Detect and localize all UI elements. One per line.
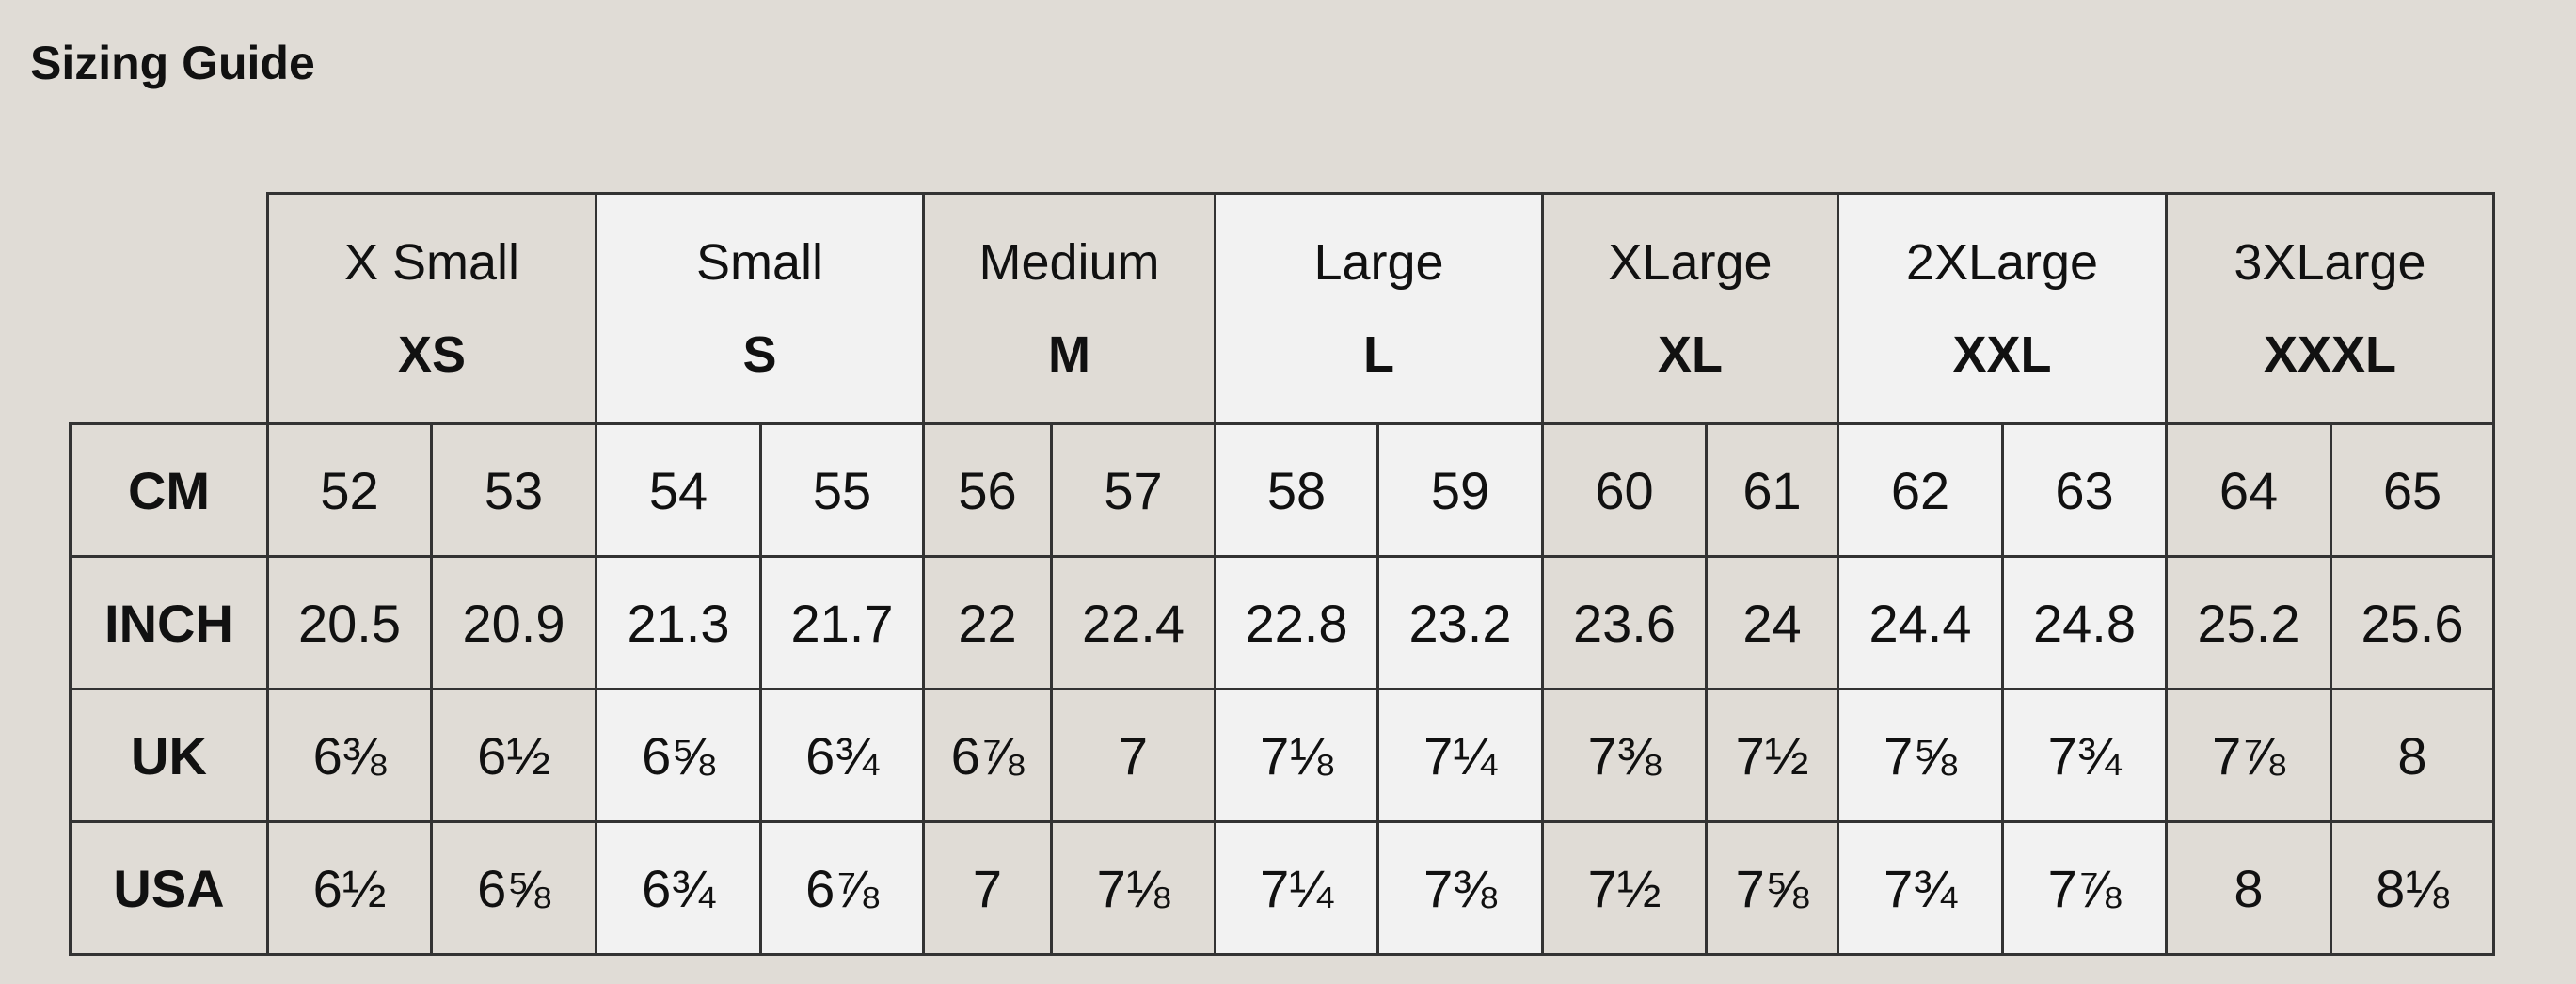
size-value-cell: 52 [266, 422, 433, 558]
row-label: INCH [69, 555, 269, 690]
size-value-cell: 7¼ [1376, 688, 1544, 823]
size-value-cell: 8 [2330, 688, 2495, 823]
size-value-cell: 25.2 [2165, 555, 2332, 690]
size-value-cell: 8⅛ [2330, 820, 2495, 956]
size-header: Small S [595, 192, 925, 425]
size-value-cell: 7⅞ [2165, 688, 2332, 823]
size-value-cell: 7¾ [2001, 688, 2168, 823]
size-name: Large [1313, 234, 1444, 291]
size-value-cell: 23.6 [1541, 555, 1708, 690]
size-value-cell: 60 [1541, 422, 1708, 558]
size-header: Large L [1214, 192, 1544, 425]
size-value-cell: 21.7 [759, 555, 925, 690]
size-value-cell: 7 [1050, 688, 1216, 823]
size-header: XLarge XL [1541, 192, 1839, 425]
size-value-cell: 6⅝ [595, 688, 762, 823]
size-value-cell: 8 [2165, 820, 2332, 956]
size-value-cell: 6½ [266, 820, 433, 956]
size-value-cell: 54 [595, 422, 762, 558]
size-value-cell: 63 [2001, 422, 2168, 558]
size-name: X Small [343, 234, 520, 291]
size-value-cell: 20.5 [266, 555, 433, 690]
size-value-cell: 6⅞ [922, 688, 1053, 823]
size-value-cell: 64 [2165, 422, 2332, 558]
size-value-cell: 62 [1837, 422, 2004, 558]
size-code: L [1363, 326, 1394, 383]
size-value-cell: 24 [1705, 555, 1839, 690]
table-row: USA 6½ 6⅝ 6¾ 6⅞ 7 7⅛ 7¼ 7⅜ 7½ 7⅝ 7¾ 7⅞ 8 8⅛ [69, 820, 2495, 956]
size-name: 2XLarge [1905, 234, 2099, 291]
size-code: M [1048, 326, 1090, 383]
size-code: XL [1657, 326, 1723, 383]
size-value-cell: 24.8 [2001, 555, 2168, 690]
size-code: XXL [1952, 326, 2052, 383]
table-row: UK 6⅜ 6½ 6⅝ 6¾ 6⅞ 7 7⅛ 7¼ 7⅜ 7½ 7⅝ 7¾ 7⅞ 8 [69, 688, 2495, 823]
size-value-cell: 61 [1705, 422, 1839, 558]
size-value-cell: 22 [922, 555, 1053, 690]
size-header: 2XLarge XXL [1837, 192, 2168, 425]
size-value-cell: 7⅞ [2001, 820, 2168, 956]
table-row: CM 52 53 54 55 56 57 58 59 60 61 62 63 64 65 [69, 422, 2495, 558]
size-value-cell: 7⅜ [1541, 688, 1708, 823]
size-code: XS [397, 326, 467, 383]
size-value-cell: 57 [1050, 422, 1216, 558]
size-code: S [742, 326, 777, 383]
row-label: CM [69, 422, 269, 558]
sizing-table: X Small XS Small S Medium M Large L XLar… [69, 192, 2495, 956]
size-value-cell: 22.8 [1214, 555, 1379, 690]
size-value-cell: 7⅛ [1050, 820, 1216, 956]
size-name: Medium [978, 234, 1160, 291]
corner-cell [70, 193, 268, 425]
size-value-cell: 7¾ [1837, 820, 2004, 956]
size-value-cell: 7⅜ [1376, 820, 1544, 956]
size-code: XXXL [2263, 326, 2397, 383]
size-value-cell: 6¾ [595, 820, 762, 956]
row-label: USA [69, 820, 269, 956]
size-value-cell: 7⅝ [1837, 688, 2004, 823]
size-value-cell: 24.4 [1837, 555, 2004, 690]
size-value-cell: 6⅝ [430, 820, 597, 956]
size-name: 3XLarge [2234, 234, 2426, 291]
page-title: Sizing Guide [30, 37, 315, 89]
size-value-cell: 7 [922, 820, 1053, 956]
size-value-cell: 7½ [1541, 820, 1708, 956]
size-value-cell: 6⅜ [266, 688, 433, 823]
size-value-cell: 6¾ [759, 688, 925, 823]
size-value-cell: 6½ [430, 688, 597, 823]
size-value-cell: 65 [2330, 422, 2495, 558]
table-row: INCH 20.5 20.9 21.3 21.7 22 22.4 22.8 23.2 23.6 24… [69, 555, 2495, 690]
size-value-cell: 6⅞ [759, 820, 925, 956]
size-value-cell: 23.2 [1376, 555, 1544, 690]
size-value-cell: 7⅝ [1705, 820, 1839, 956]
row-label: UK [69, 688, 269, 823]
size-value-cell: 21.3 [595, 555, 762, 690]
size-value-cell: 59 [1376, 422, 1544, 558]
size-value-cell: 55 [759, 422, 925, 558]
size-value-cell: 25.6 [2330, 555, 2495, 690]
size-name: XLarge [1608, 234, 1773, 291]
size-value-cell: 7½ [1705, 688, 1839, 823]
size-value-cell: 7⅛ [1214, 688, 1379, 823]
size-header: 3XLarge XXXL [2165, 192, 2495, 425]
size-name: Small [695, 234, 824, 291]
size-value-cell: 7¼ [1214, 820, 1379, 956]
size-header: Medium M [922, 192, 1216, 425]
header-row: X Small XS Small S Medium M Large L XLar… [70, 192, 2495, 425]
size-value-cell: 58 [1214, 422, 1379, 558]
size-header: X Small XS [266, 192, 597, 425]
size-value-cell: 56 [922, 422, 1053, 558]
size-value-cell: 20.9 [430, 555, 597, 690]
size-value-cell: 22.4 [1050, 555, 1216, 690]
size-value-cell: 53 [430, 422, 597, 558]
